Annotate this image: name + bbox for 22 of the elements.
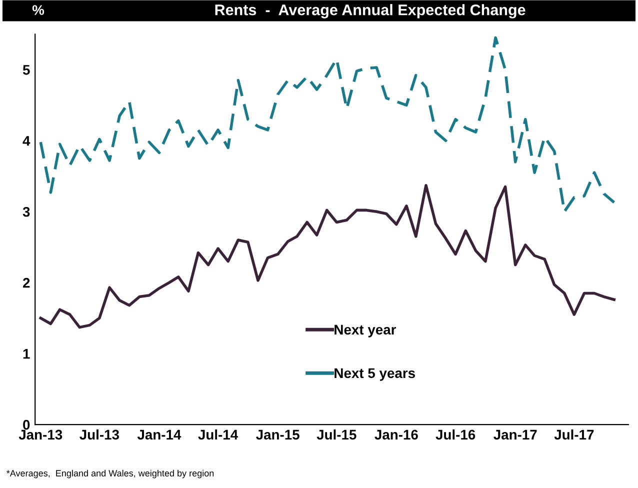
text: *Averages, England and Wales, weighted by region — [6, 470, 214, 478]
x-tick-label: Jul-17 — [554, 429, 594, 440]
x-tick-label: Jan-17 — [494, 430, 537, 440]
y-tick-label: 5 — [22, 65, 30, 75]
x-tick-label: Jul-16 — [436, 429, 476, 440]
y-tick-label: 0 — [23, 420, 30, 430]
legend-label: Next 5 years — [334, 368, 415, 381]
x-tick-label: Jul-13 — [80, 429, 119, 440]
y-tick-label: 1 — [23, 349, 30, 359]
legend-label: Next year — [334, 324, 396, 338]
chart-title: Rents - Average Annual Expected Change — [215, 4, 526, 18]
x-tick-label: Jan-13 — [18, 430, 62, 440]
y-tick-label: 2 — [22, 278, 30, 288]
y-tick-label: 3 — [22, 206, 30, 217]
x-tick-label: Jan-16 — [374, 430, 418, 440]
x-tick-label: Jan-15 — [256, 430, 300, 440]
y-axis-title: % — [32, 5, 44, 15]
y-tick-label: 4 — [22, 136, 30, 146]
line-series — [39, 36, 616, 214]
x-tick-label: Jul-15 — [316, 429, 356, 440]
x-tick-label: Jan-14 — [137, 430, 182, 440]
x-tick-label: Jul-14 — [198, 429, 238, 440]
